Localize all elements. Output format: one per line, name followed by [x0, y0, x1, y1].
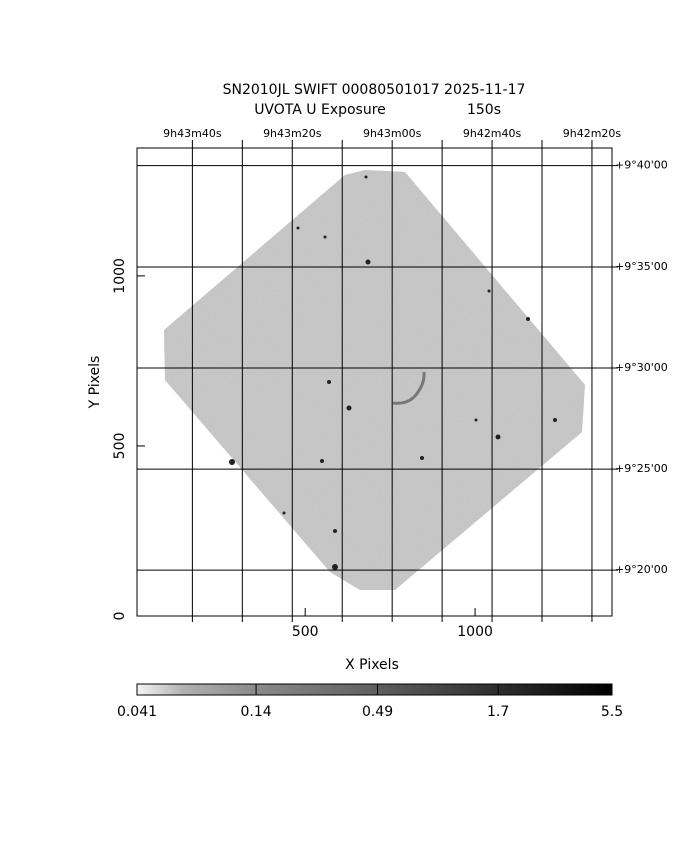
ra-tick-label: 9h42m20s — [563, 127, 622, 140]
ra-tick-label: 9h43m40s — [163, 127, 222, 140]
dec-tick-label: +9°40'00 — [615, 159, 668, 172]
ra-tick-label: 9h43m00s — [363, 127, 422, 140]
x-tick-label: 1000 — [457, 624, 493, 640]
colorbar-tick-label: 0.14 — [240, 704, 271, 720]
colorbar — [136, 683, 613, 696]
exposure: 150s — [467, 102, 501, 118]
ra-tick-label: 9h43m20s — [263, 127, 322, 140]
x-axis-label: X Pixels — [345, 657, 399, 673]
sources — [229, 175, 557, 570]
colorbar-tick-label: 5.5 — [601, 704, 623, 720]
chart-title: SN2010JL SWIFT 00080501017 2025-11-17 — [223, 82, 526, 98]
dec-tick-label: +9°30'00 — [615, 361, 668, 374]
image — [164, 170, 585, 590]
colorbar-tick-label: 0.49 — [362, 704, 393, 720]
plot-frame — [136, 147, 613, 617]
arc-feature — [392, 371, 426, 405]
subtitle: UVOTA U Exposure — [254, 102, 386, 118]
colorbar-tick-label: 0.041 — [117, 704, 157, 720]
dec-tick-label: +9°25'00 — [615, 462, 668, 475]
image-noise — [164, 170, 585, 590]
y-axis-label: Y Pixels — [87, 356, 103, 410]
y-tick-label: 0 — [112, 612, 128, 621]
y-tick-label: 1000 — [112, 258, 128, 294]
dec-tick-label: +9°35'00 — [615, 260, 668, 273]
colorbar-tick-label: 1.7 — [487, 704, 509, 720]
dec-tick-label: +9°20'00 — [615, 563, 668, 576]
ra-tick-label: 9h42m40s — [463, 127, 522, 140]
y-tick-label: 500 — [112, 433, 128, 460]
x-tick-label: 500 — [292, 624, 319, 640]
